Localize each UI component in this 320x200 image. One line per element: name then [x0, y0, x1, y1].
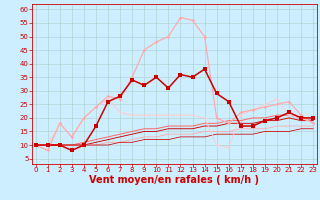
X-axis label: Vent moyen/en rafales ( km/h ): Vent moyen/en rafales ( km/h ): [89, 175, 260, 185]
